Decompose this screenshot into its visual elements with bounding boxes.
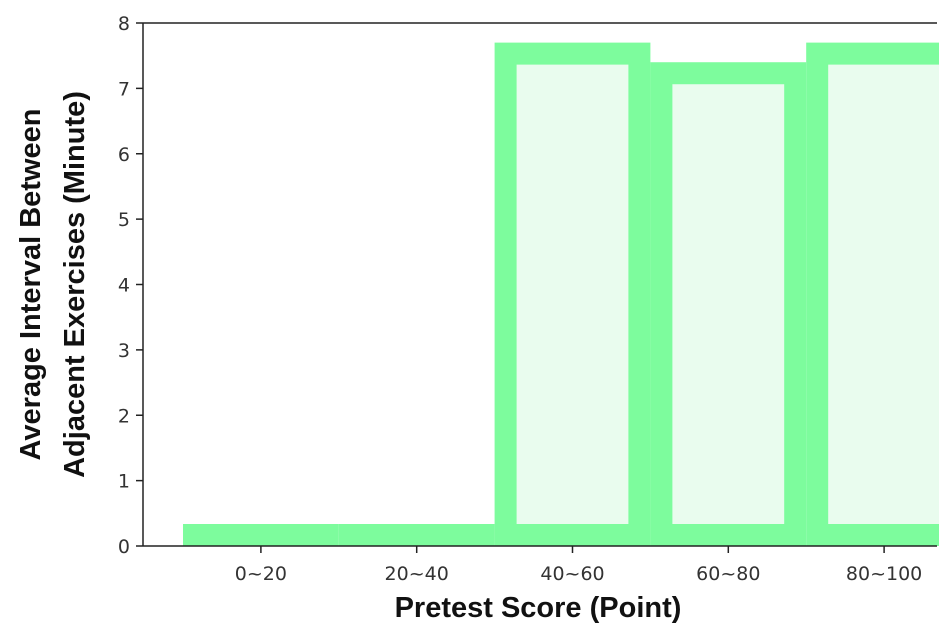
x-ticks: 0~20 20~40 40~60 60~80 80~100 bbox=[235, 546, 922, 585]
y-axis-title-line-1: Average Interval Between bbox=[15, 109, 47, 461]
x-tick-label: 60~80 bbox=[696, 563, 760, 585]
y-tick-label: 4 bbox=[118, 275, 130, 297]
y-tick-label: 8 bbox=[118, 13, 130, 35]
x-tick-label: 20~40 bbox=[385, 563, 449, 585]
y-tick-label: 6 bbox=[118, 144, 130, 166]
x-tick-label: 0~20 bbox=[235, 563, 287, 585]
bar-80~100 bbox=[806, 42, 939, 547]
y-ticks: 0 1 2 3 4 5 6 7 8 bbox=[118, 13, 143, 558]
y-tick-label: 3 bbox=[118, 340, 130, 362]
bars bbox=[183, 42, 939, 547]
x-tick-label: 80~100 bbox=[846, 563, 922, 585]
y-tick-label: 7 bbox=[118, 78, 130, 100]
x-axis-title: Pretest Score (Point) bbox=[395, 592, 682, 624]
bar-40~60 bbox=[494, 42, 651, 547]
bar-60~80 bbox=[650, 62, 807, 546]
x-tick-label: 40~60 bbox=[540, 563, 604, 585]
y-tick-label: 5 bbox=[118, 209, 130, 231]
y-axis-title-line-2: Adjacent Exercises (Minute) bbox=[59, 91, 91, 478]
y-tick-label: 0 bbox=[118, 536, 130, 558]
y-tick-label: 2 bbox=[118, 405, 130, 427]
y-tick-label: 1 bbox=[118, 471, 130, 493]
